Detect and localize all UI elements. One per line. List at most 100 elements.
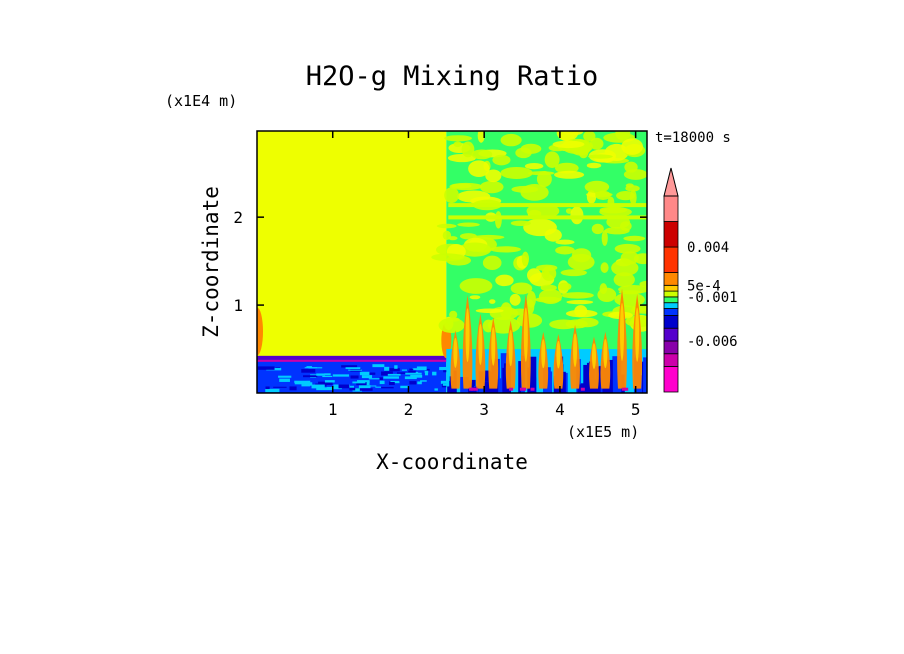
bl-streak bbox=[306, 366, 312, 368]
mixing-patch bbox=[526, 290, 536, 308]
mixing-patch bbox=[453, 141, 462, 148]
mixing-patch bbox=[566, 299, 594, 305]
base-blue-streak bbox=[612, 356, 622, 393]
mixing-patch bbox=[552, 140, 585, 149]
bl-streak bbox=[311, 384, 325, 389]
bl-streak bbox=[440, 380, 451, 384]
bl-streak bbox=[434, 388, 438, 391]
surface-speck bbox=[530, 387, 535, 391]
bl-streak bbox=[316, 373, 326, 376]
bl-streak bbox=[341, 365, 358, 368]
mixing-patch bbox=[509, 293, 521, 306]
mixing-patch bbox=[527, 268, 542, 283]
base-blue-streak bbox=[577, 384, 584, 393]
bl-streak bbox=[424, 370, 429, 373]
colorbar-label: 0.004 bbox=[687, 240, 729, 256]
bl-streak bbox=[350, 375, 359, 379]
left-edge-plume bbox=[257, 307, 263, 356]
bl-streak bbox=[408, 370, 416, 375]
bl-streak bbox=[352, 381, 366, 384]
mixing-patch bbox=[449, 182, 483, 191]
mixing-patch bbox=[431, 253, 465, 262]
mixing-patch bbox=[482, 255, 502, 271]
plume-core bbox=[508, 329, 513, 367]
bl-streak bbox=[424, 372, 429, 376]
bl-streak bbox=[326, 386, 342, 390]
mixing-patch bbox=[444, 135, 472, 142]
mixing-patch bbox=[624, 161, 638, 173]
bl-streak bbox=[388, 381, 395, 386]
colorbar-band bbox=[663, 340, 679, 355]
mixing-patch bbox=[571, 248, 592, 263]
colorbar-band bbox=[663, 366, 679, 393]
mixing-patch bbox=[516, 313, 543, 328]
layer-stripe bbox=[448, 203, 647, 208]
y-unit-label: (x1E4 m) bbox=[165, 92, 237, 110]
bl-streak bbox=[303, 375, 318, 378]
bl-streak bbox=[396, 372, 412, 374]
mixing-patch bbox=[510, 220, 531, 227]
bl-streak bbox=[359, 388, 373, 391]
bl-streak bbox=[332, 374, 350, 377]
mixing-patch bbox=[561, 292, 594, 299]
mixing-patch bbox=[558, 282, 572, 291]
y-tick-label: 2 bbox=[233, 208, 243, 227]
bl-top-band bbox=[257, 355, 447, 360]
surface-speck bbox=[509, 387, 514, 391]
colorbar-band bbox=[663, 284, 679, 292]
mixing-patch bbox=[444, 187, 459, 204]
mixing-patch bbox=[538, 288, 563, 305]
surface-speck bbox=[473, 387, 478, 391]
bl-streak bbox=[400, 385, 409, 389]
bl-streak bbox=[338, 384, 350, 389]
mixing-patch bbox=[620, 251, 639, 265]
base-blue-streak bbox=[565, 372, 568, 393]
heatmap-field bbox=[257, 131, 647, 393]
bl-top-band-inner bbox=[257, 359, 447, 362]
bl-streak bbox=[390, 380, 400, 382]
x-tick-label: 4 bbox=[555, 400, 565, 419]
x-tick-label: 1 bbox=[328, 400, 338, 419]
bl-streak bbox=[409, 368, 414, 371]
colorbar-band bbox=[663, 246, 679, 273]
bl-streak bbox=[384, 368, 400, 372]
mixing-patch bbox=[459, 233, 477, 240]
colorbar: 0.004 5e-4-0.001 -0.006 bbox=[663, 167, 738, 393]
bl-streak bbox=[366, 372, 376, 375]
mixing-patch bbox=[584, 180, 610, 194]
bl-streak bbox=[384, 366, 390, 371]
bl-streak bbox=[383, 376, 400, 379]
base-blue-streak bbox=[583, 364, 590, 393]
surface-speck bbox=[621, 387, 626, 391]
mixing-patch bbox=[554, 170, 585, 179]
mixing-patch bbox=[600, 262, 609, 273]
bl-streak bbox=[359, 371, 370, 376]
mixing-patch bbox=[494, 211, 502, 229]
mixing-patch bbox=[457, 222, 480, 227]
colorbar-label: -0.006 bbox=[687, 334, 738, 350]
bl-streak bbox=[278, 375, 292, 378]
mixing-patch bbox=[591, 223, 604, 235]
colorbar-band bbox=[663, 315, 679, 329]
x-tick-label: 5 bbox=[631, 400, 641, 419]
region-left-plateau bbox=[257, 131, 447, 358]
mixing-patch bbox=[562, 131, 584, 136]
mixing-patch bbox=[541, 266, 557, 281]
mixing-patch bbox=[438, 317, 465, 333]
mixing-patch bbox=[524, 163, 544, 170]
mixing-patch bbox=[621, 138, 644, 155]
bl-streak bbox=[379, 380, 385, 385]
mixing-patch bbox=[595, 190, 611, 201]
bl-streak bbox=[394, 365, 398, 369]
base-blue-streak bbox=[483, 381, 491, 393]
bl-streak bbox=[294, 381, 310, 385]
x-tick-label: 3 bbox=[479, 400, 489, 419]
base-blue-streak bbox=[529, 356, 537, 393]
mixing-patch bbox=[471, 149, 493, 160]
mixing-patch bbox=[586, 190, 597, 204]
colorbar-band bbox=[663, 221, 679, 248]
plume-core bbox=[541, 339, 546, 369]
mixing-patch bbox=[560, 269, 587, 277]
bl-streak bbox=[324, 373, 331, 376]
plume-core bbox=[603, 338, 608, 369]
